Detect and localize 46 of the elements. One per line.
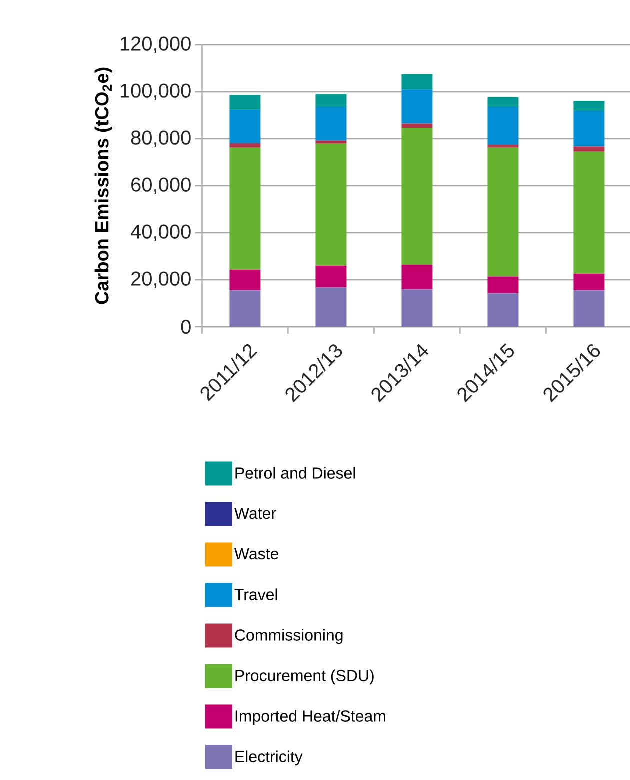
bar	[574, 274, 605, 291]
bar	[488, 145, 519, 148]
bar	[230, 290, 261, 327]
legend-label: Travel	[234, 588, 278, 600]
bar	[316, 266, 347, 288]
bar	[402, 264, 433, 290]
bar	[488, 276, 519, 294]
y-tick-label: 40,000	[130, 224, 191, 242]
y-tick-label: 120,000	[120, 36, 191, 54]
legend-label: Commissioning	[235, 629, 343, 644]
y-tick-label: 100,000	[120, 84, 191, 100]
legend-label: Petrol and Diesel	[236, 467, 356, 479]
bar	[574, 101, 605, 112]
bar	[316, 144, 347, 266]
bar	[488, 97, 519, 108]
y-tick-label: 60,000	[131, 178, 191, 194]
y-tick-label: 80,000	[131, 130, 191, 148]
bar	[230, 143, 261, 148]
bar	[402, 74, 433, 90]
legend-label: Waste	[234, 548, 278, 560]
legend-label: Water	[234, 508, 276, 520]
y-tick-label: 20,000	[131, 272, 191, 288]
y-tick-label: 0	[181, 320, 191, 334]
bar	[402, 290, 433, 327]
bar	[230, 148, 261, 270]
bar	[574, 152, 605, 274]
legend-label: Imported Heat/Steam	[236, 710, 386, 726]
bar	[230, 270, 261, 291]
legend-label: Electricity	[236, 750, 303, 766]
bar	[574, 146, 605, 152]
bar	[316, 140, 347, 144]
bar	[488, 294, 519, 327]
bar	[402, 124, 433, 128]
bar	[574, 111, 605, 147]
bar	[488, 107, 519, 146]
y-axis-title: Carbon Emissions (tCO$_{2}$e)	[94, 68, 112, 304]
bar	[316, 288, 347, 327]
bar	[316, 94, 347, 108]
bar	[316, 107, 347, 141]
bar	[488, 148, 519, 277]
bar	[574, 290, 605, 327]
legend-label: Procurement (SDU)	[236, 670, 374, 685]
bar	[402, 90, 433, 124]
bar	[230, 110, 261, 144]
bar	[230, 95, 261, 110]
bar	[402, 128, 433, 265]
